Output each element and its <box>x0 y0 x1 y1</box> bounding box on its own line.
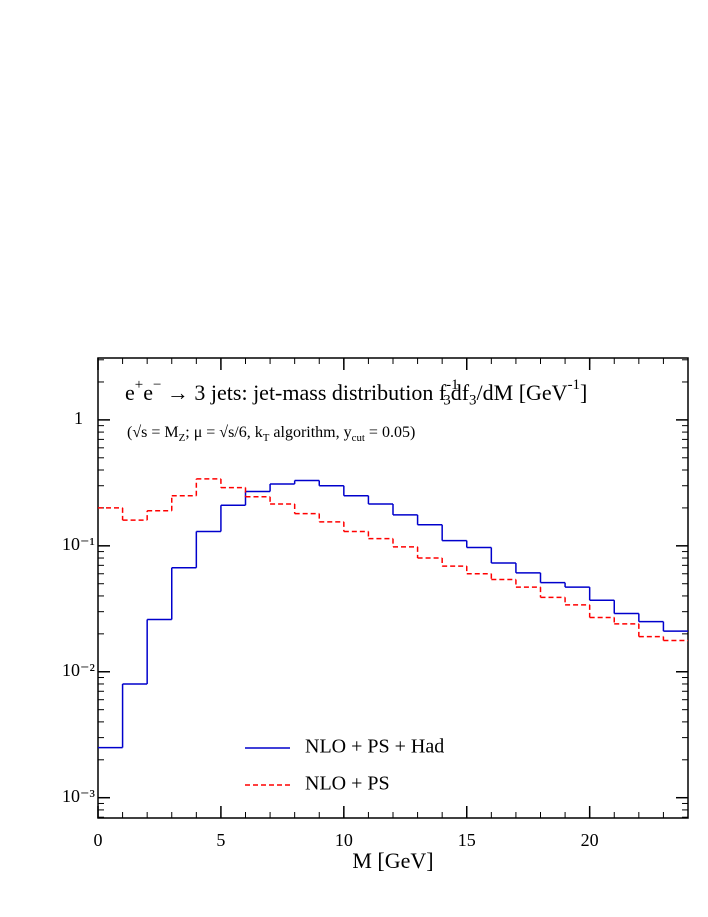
chart-title-part: ] <box>580 380 587 405</box>
chart-title-part: e <box>143 380 153 405</box>
x-tick-label: 15 <box>458 830 476 850</box>
x-tick-label: 10 <box>335 830 353 850</box>
chart-title-part: e <box>125 380 135 405</box>
chart-subtitle-part: (√s = M <box>127 424 179 441</box>
chart-subtitle-part: T <box>263 431 270 443</box>
chart-subtitle: (√s = MZ; μ = √s/6, kT algorithm, ycut =… <box>127 424 415 444</box>
chart-title-part: -1 <box>568 378 580 394</box>
x-tick-label: 5 <box>216 830 225 850</box>
chart-title-part: -1 <box>446 378 458 394</box>
chart-subtitle-part: cut <box>352 431 365 443</box>
x-tick-label: 20 <box>581 830 599 850</box>
chart-title-part: − <box>153 378 161 394</box>
legend-label: NLO + PS + Had <box>305 736 444 758</box>
y-tick-label: 10⁻² <box>62 660 95 680</box>
chart-title-part: 3 <box>443 393 450 409</box>
y-tick-label: 10⁻³ <box>62 786 96 806</box>
chart-title-part: /dM [GeV <box>477 380 568 405</box>
chart-title-part: → 3 jets: jet-mass distribution f <box>161 380 446 405</box>
chart-subtitle-part: Z <box>179 431 186 443</box>
x-axis-label: M [GeV] <box>352 848 433 873</box>
x-tick-label: 0 <box>94 830 103 850</box>
chart-subtitle-part: ; μ = √s/6, k <box>185 424 263 441</box>
y-tick-label: 1 <box>74 408 83 428</box>
chart-title-part: + <box>135 378 143 394</box>
legend-label: NLO + PS <box>305 773 390 795</box>
chart-title-part: df <box>451 380 470 405</box>
chart-title-part: 3 <box>469 393 476 409</box>
chart-title: e+e− → 3 jets: jet-mass distribution f-1… <box>125 378 587 409</box>
chart-subtitle-part: = 0.05) <box>365 424 415 441</box>
y-tick-label: 10⁻¹ <box>62 534 95 554</box>
chart-subtitle-part: algorithm, y <box>269 424 351 441</box>
